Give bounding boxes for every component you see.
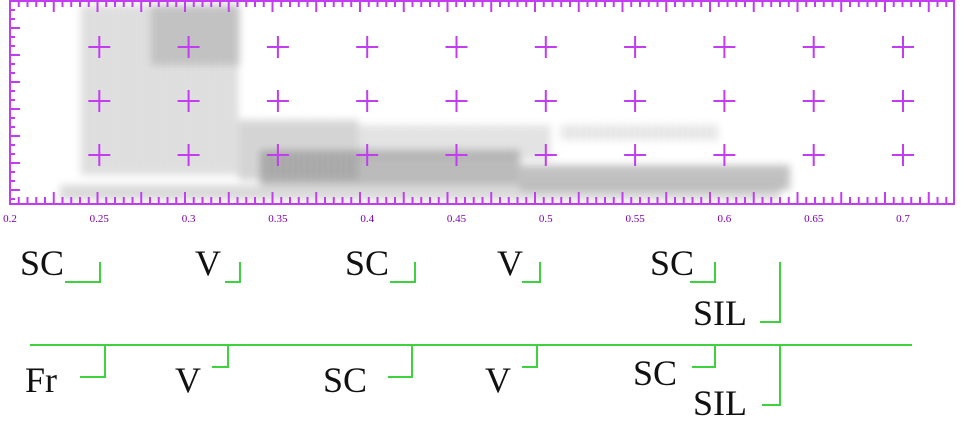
tick-label: 0.2 bbox=[3, 213, 17, 225]
cross bbox=[446, 90, 468, 112]
cross bbox=[535, 36, 557, 58]
cross bbox=[267, 90, 289, 112]
tick-label: 0.3 bbox=[182, 213, 196, 225]
tiers: SC V SC V SC SIL Fr V SC V SC SIL bbox=[20, 243, 780, 423]
cross bbox=[892, 144, 914, 166]
tick-label: 0.6 bbox=[718, 213, 732, 225]
tier-label: V bbox=[195, 243, 221, 283]
cross bbox=[624, 36, 646, 58]
boundary-marker bbox=[65, 262, 100, 282]
tick-label: 0.35 bbox=[268, 213, 288, 225]
boundary-marker bbox=[760, 262, 780, 322]
tier-label: Fr bbox=[25, 360, 57, 400]
tier-label: V bbox=[175, 360, 201, 400]
annotation-view: 0.2 0.25 0.3 0.35 0.4 0.45 0.5 0.55 0.6 0.65 0.7 S… bbox=[0, 0, 964, 429]
cross bbox=[892, 36, 914, 58]
tier-label: V bbox=[485, 360, 511, 400]
tick-label: 0.45 bbox=[447, 213, 467, 225]
tier-label: SC bbox=[20, 243, 64, 283]
tier-label: SC bbox=[323, 360, 367, 400]
tier-label: V bbox=[497, 243, 523, 283]
cross bbox=[713, 90, 735, 112]
cross bbox=[624, 144, 646, 166]
spectrogram bbox=[60, 5, 790, 200]
tick-label: 0.65 bbox=[804, 213, 824, 225]
cross bbox=[803, 36, 825, 58]
tier-label: SC bbox=[650, 243, 694, 283]
cross bbox=[267, 36, 289, 58]
cross bbox=[356, 90, 378, 112]
time-axis: 0.2 0.25 0.3 0.35 0.4 0.45 0.5 0.55 0.6 0.65 0.7 bbox=[3, 213, 910, 225]
tier-label: SC bbox=[633, 353, 677, 393]
cross bbox=[535, 90, 557, 112]
tier-label: SC bbox=[345, 243, 389, 283]
boundary-marker bbox=[522, 345, 537, 367]
boundary-marker bbox=[225, 262, 240, 282]
tier-label: SIL bbox=[693, 383, 747, 423]
cross bbox=[713, 144, 735, 166]
boundary-marker bbox=[390, 262, 415, 282]
boundary-marker bbox=[692, 345, 715, 367]
cross bbox=[446, 36, 468, 58]
boundary-marker bbox=[212, 345, 228, 367]
tick-label: 0.25 bbox=[90, 213, 110, 225]
cross bbox=[356, 36, 378, 58]
tier-label: SIL bbox=[693, 293, 747, 333]
boundary-marker bbox=[388, 345, 412, 377]
cross bbox=[713, 36, 735, 58]
tick-label: 0.4 bbox=[360, 213, 374, 225]
cross bbox=[803, 144, 825, 166]
boundary-marker bbox=[80, 345, 105, 377]
tick-label: 0.55 bbox=[625, 213, 645, 225]
cross bbox=[892, 90, 914, 112]
boundary-marker bbox=[522, 262, 540, 282]
cross bbox=[803, 90, 825, 112]
tick-label: 0.5 bbox=[539, 213, 553, 225]
tick-label: 0.7 bbox=[896, 213, 910, 225]
boundary-marker bbox=[762, 345, 780, 405]
cross bbox=[624, 90, 646, 112]
